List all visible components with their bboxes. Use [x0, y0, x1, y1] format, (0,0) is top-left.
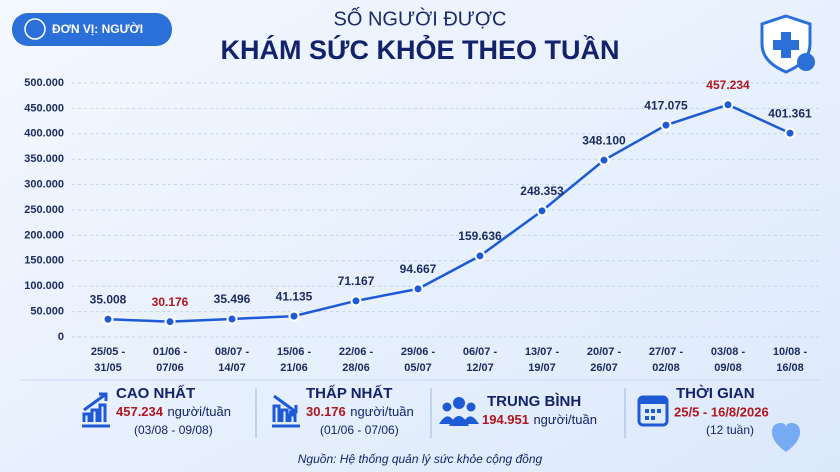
- point: [226, 313, 238, 325]
- x-tick-label: 31/05: [94, 362, 122, 374]
- y-tick-label: 300.000: [24, 179, 64, 191]
- heart-decoration: [772, 423, 800, 452]
- unit-label: ĐƠN VỊ: NGƯỜI: [52, 21, 143, 36]
- x-tick-label: 25/05 -: [91, 346, 126, 358]
- line: [107, 103, 791, 323]
- x-tick-label: 15/06 -: [277, 346, 312, 358]
- value-label: 35.008: [90, 292, 127, 306]
- x-tick-label: 13/07 -: [525, 346, 560, 358]
- point: [350, 295, 362, 307]
- y-tick-label: 450.000: [24, 102, 64, 114]
- x-tick-label: 01/06 -: [153, 346, 188, 358]
- source: Nguồn: Hệ thống quản lý sức khỏe cộng đồ…: [298, 452, 543, 466]
- point: [598, 154, 610, 166]
- value-label: 41.135: [276, 289, 313, 303]
- point: [412, 283, 424, 295]
- summary-value: 457.234 người/tuần: [116, 404, 231, 421]
- y-tick-label: 50.000: [30, 306, 64, 318]
- chart-title: KHÁM SỨC KHỎE THEO TUẦN: [221, 33, 620, 65]
- x-tick-label: 03/08 -: [711, 346, 746, 358]
- x-tick-label: 08/07 -: [215, 346, 250, 358]
- x-tick-label: 27/07 -: [649, 346, 684, 358]
- point: [164, 316, 176, 328]
- value-label: 417.075: [644, 98, 688, 112]
- x-tick-label: 20/07 -: [587, 346, 622, 358]
- y-tick-label: 150.000: [24, 255, 64, 267]
- x-tick-label: 21/06: [280, 362, 308, 374]
- x-tick-label: 02/08: [652, 362, 680, 374]
- y-tick-label: 400.000: [24, 128, 64, 140]
- summary-heading: THẤP NHẤT: [306, 385, 392, 402]
- value-label: 30.176: [152, 295, 189, 309]
- value-label: 94.667: [400, 262, 437, 276]
- unit-icon: [24, 18, 46, 40]
- y-tick-label: 350.000: [24, 153, 64, 165]
- people-icon: [439, 397, 479, 426]
- summary-heading: TRUNG BÌNH: [487, 393, 581, 410]
- value-label: 35.496: [214, 292, 251, 306]
- summary-value: 30.176: [306, 404, 346, 419]
- x-tick-label: 12/07: [466, 362, 494, 374]
- min-icon: [272, 394, 300, 428]
- x-tick-label: 22/06 -: [339, 346, 374, 358]
- point: [102, 313, 114, 325]
- summary-unit: người/tuần: [167, 404, 231, 419]
- x-tick-label: 28/06: [342, 362, 370, 374]
- y-tick-label: 100.000: [24, 280, 64, 292]
- summary-unit: người/tuần: [533, 412, 597, 427]
- point: [660, 119, 672, 131]
- x-tick-label: 07/06: [156, 362, 184, 374]
- summary-value: 194.951 người/tuần: [482, 412, 597, 429]
- max-icon: [82, 392, 110, 428]
- point: [474, 250, 486, 262]
- summary-value: 25/5 - 16/8/2026: [674, 404, 769, 419]
- x-tick-label: 06/07 -: [463, 346, 498, 358]
- y-tick-label: 500.000: [24, 77, 64, 89]
- summary-detail: (01/06 - 07/06): [320, 423, 399, 437]
- x-tick-label: 16/08: [776, 362, 804, 374]
- point: [722, 99, 734, 111]
- value-label: 248.353: [520, 184, 564, 198]
- value-label: 159.636: [458, 229, 502, 243]
- summary-heading: CAO NHẤT: [116, 385, 195, 402]
- heart-icon: [797, 53, 815, 71]
- calendar-icon: [637, 395, 669, 427]
- y-tick-label: 250.000: [24, 204, 64, 216]
- x-tick-label: 14/07: [218, 362, 246, 374]
- summary-detail: (12 tuần): [706, 423, 754, 437]
- summary-heading: THỜI GIAN: [676, 384, 755, 402]
- x-tick-label: 29/06 -: [401, 346, 436, 358]
- cross-icon: [773, 32, 799, 58]
- summary-unit: người/tuần: [350, 404, 414, 419]
- x-tick-label: 19/07: [528, 362, 556, 374]
- point: [784, 127, 796, 139]
- value-label: 457.234: [706, 78, 750, 92]
- chart-title: SỐ NGƯỜI ĐƯỢC: [334, 6, 507, 30]
- x-tick-label: 09/08: [714, 362, 742, 374]
- x-tick-label: 05/07: [404, 362, 432, 374]
- x-tick-label: 10/08 -: [773, 346, 808, 358]
- summary-value: 457.234: [116, 404, 164, 419]
- unit-badge: [12, 13, 172, 46]
- summary-detail: (03/08 - 09/08): [134, 423, 213, 437]
- y-tick-label: 200.000: [24, 229, 64, 241]
- value-label: 71.167: [338, 274, 375, 288]
- x-tick-label: 26/07: [590, 362, 618, 374]
- value-label: 401.361: [768, 106, 812, 120]
- y-tick-label: 0: [58, 331, 64, 343]
- summary-value: 194.951: [482, 412, 529, 427]
- point: [288, 310, 300, 322]
- summary-value: 30.176 người/tuần: [306, 404, 414, 421]
- point: [536, 205, 548, 217]
- value-label: 348.100: [582, 133, 626, 147]
